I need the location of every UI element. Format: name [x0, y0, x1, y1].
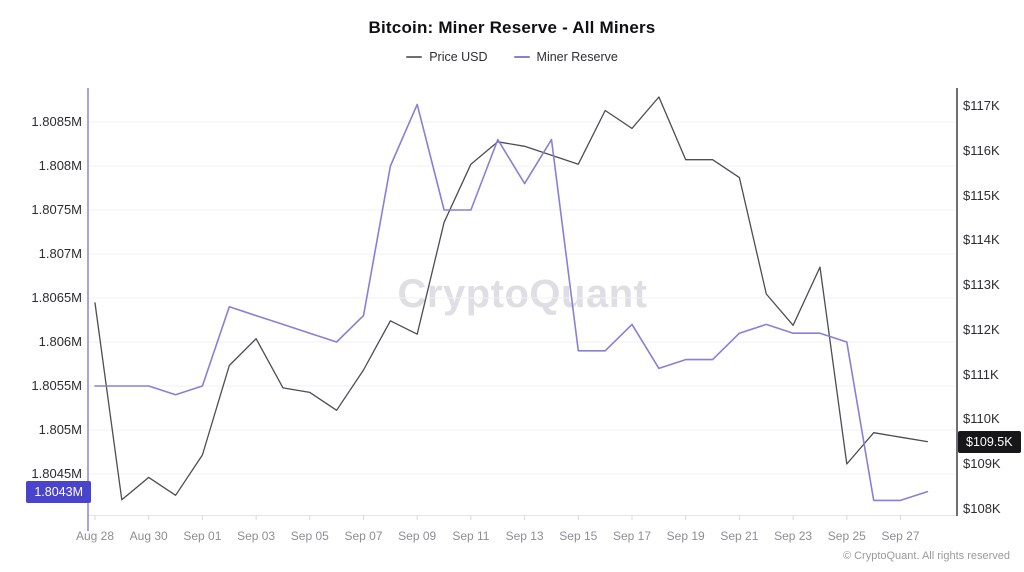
miner-reserve-line: [94, 103, 929, 502]
watermark: CryptoQuant: [397, 272, 648, 316]
x-axis-tick-label: Sep 27: [881, 529, 920, 543]
price-line-swatch-icon: [406, 56, 423, 58]
price-current-badge: $109.5K: [958, 430, 1021, 453]
reserve-current-badge: 1.8043M: [26, 480, 91, 503]
left-axis-tick-label: 1.807M: [38, 246, 82, 261]
left-axis-tick-label: 1.8075M: [31, 202, 82, 217]
legend: Price USD Miner Reserve: [0, 50, 1024, 64]
right-axis-tick-label: $116K: [963, 142, 1000, 158]
right-axis-tick-label: $108K: [963, 500, 1001, 516]
copyright-notice: © CryptoQuant. All rights reserved: [842, 550, 1010, 562]
x-axis-tick-label: Sep 01: [183, 529, 222, 543]
x-axis-tick-label: Sep 25: [827, 529, 866, 543]
right-axis-tick-label: $111K: [963, 366, 999, 382]
x-axis-tick-label: Aug 28: [75, 529, 115, 543]
right-axis-tick-label: $117K: [963, 98, 1000, 113]
right-axis-tick-label: $114K: [963, 232, 1000, 248]
price-usd-line: [94, 96, 929, 501]
right-axis-tick-label: $115K: [963, 187, 1000, 203]
left-axis-tick-label: 1.8045M: [31, 466, 82, 481]
right-axis-tick-label: $110K: [963, 411, 1000, 427]
x-axis-tick-label: Sep 03: [237, 529, 276, 543]
reserve-line-swatch-icon: [513, 56, 530, 58]
left-axis-tick-label: 1.8055M: [31, 378, 82, 393]
x-axis-tick-label: Aug 30: [129, 529, 168, 543]
left-axis-tick-label: 1.8085M: [31, 114, 82, 129]
x-axis-tick-label: Sep 05: [290, 529, 329, 543]
right-axis-tick-label: $113K: [963, 277, 1000, 292]
x-axis-tick-label: Sep 07: [344, 529, 383, 543]
legend-label-reserve: Miner Reserve: [536, 50, 618, 64]
right-axis-tick-label: $109K: [963, 456, 1001, 471]
x-axis-tick-label: Sep 23: [774, 529, 813, 543]
left-axis-tick-label: 1.8065M: [31, 290, 82, 305]
x-axis-tick-label: Sep 19: [666, 529, 705, 543]
chart-title: Bitcoin: Miner Reserve - All Miners: [368, 18, 656, 37]
left-axis-tick-label: 1.806M: [38, 334, 82, 349]
x-axis-tick-label: Sep 21: [720, 529, 759, 543]
x-axis-tick-label: Sep 13: [505, 529, 544, 543]
x-axis-tick-label: Sep 15: [559, 529, 598, 543]
legend-item-reserve[interactable]: Miner Reserve: [513, 50, 618, 64]
x-axis-tick-label: Sep 09: [398, 529, 437, 543]
left-axis-tick-label: 1.805M: [38, 422, 82, 437]
left-axis-tick-label: 1.808M: [38, 158, 82, 173]
x-axis-tick-label: Sep 17: [612, 529, 652, 543]
legend-item-price[interactable]: Price USD: [406, 50, 488, 64]
legend-label-price: Price USD: [429, 50, 488, 64]
x-axis-tick-label: Sep 11: [452, 529, 490, 543]
right-axis-tick-label: $112K: [963, 321, 1000, 337]
